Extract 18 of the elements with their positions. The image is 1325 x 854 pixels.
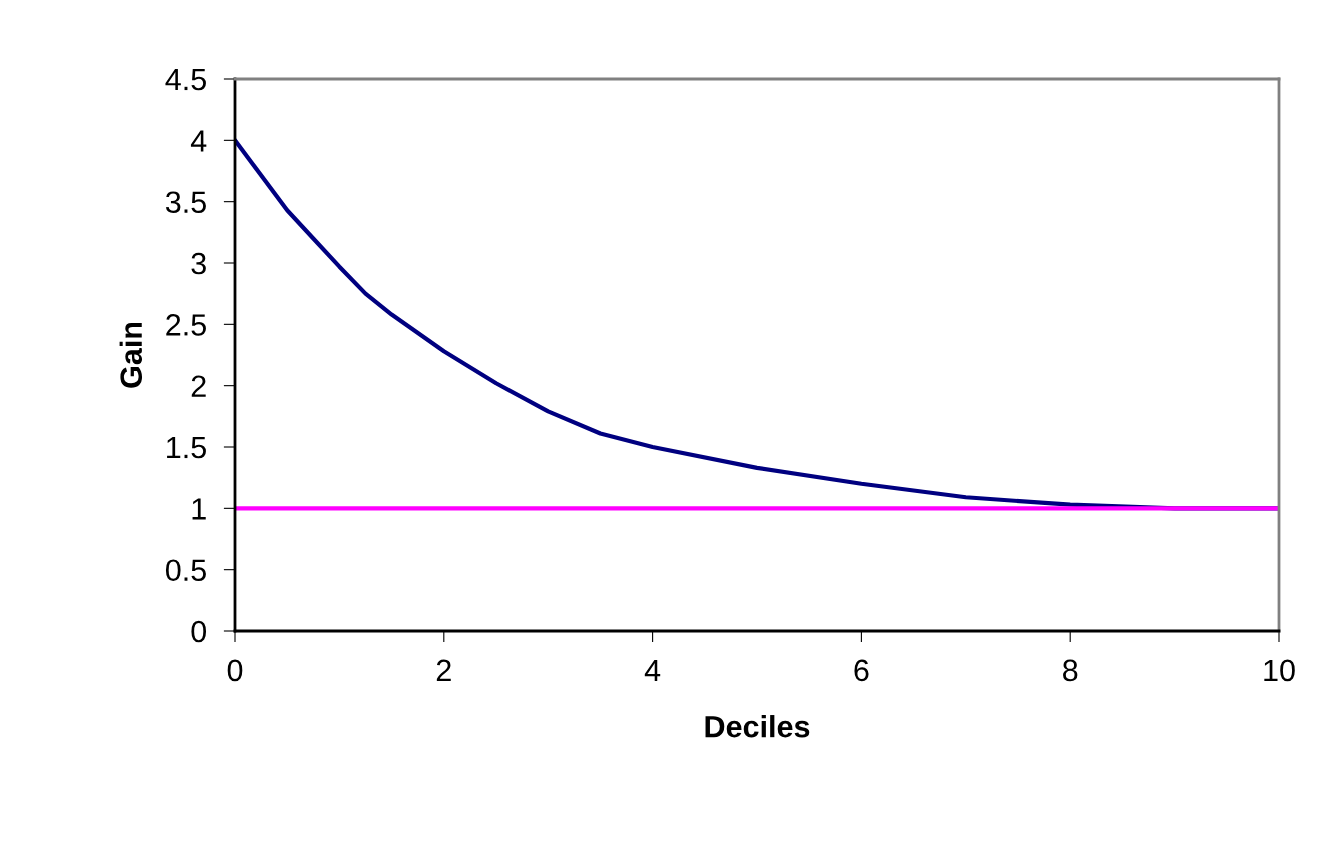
y-tick-label: 3	[191, 252, 206, 275]
x-tick-label: 4	[644, 659, 661, 681]
y-tick-label: 4.5	[165, 69, 206, 91]
y-tick-label: 2.5	[166, 314, 206, 336]
y-tick-label: 0.5	[165, 559, 206, 582]
y-tick-label: 2	[191, 375, 206, 397]
x-axis-title: Deciles	[705, 715, 810, 738]
y-tick-label: 1.5	[167, 437, 206, 459]
x-tick-label: 2	[436, 659, 451, 681]
y-tick-label: 1	[192, 498, 206, 520]
y-tick-label: 0	[191, 620, 207, 643]
x-tick-label: 0	[227, 659, 243, 682]
x-tick-label: 10	[1264, 659, 1295, 682]
y-tick-label: 4	[190, 130, 207, 152]
y-axis-title: Gain	[119, 322, 143, 388]
x-tick-label: 8	[1063, 659, 1078, 682]
y-tick-label: 3.5	[165, 191, 206, 214]
x-tick-label: 6	[854, 659, 869, 682]
